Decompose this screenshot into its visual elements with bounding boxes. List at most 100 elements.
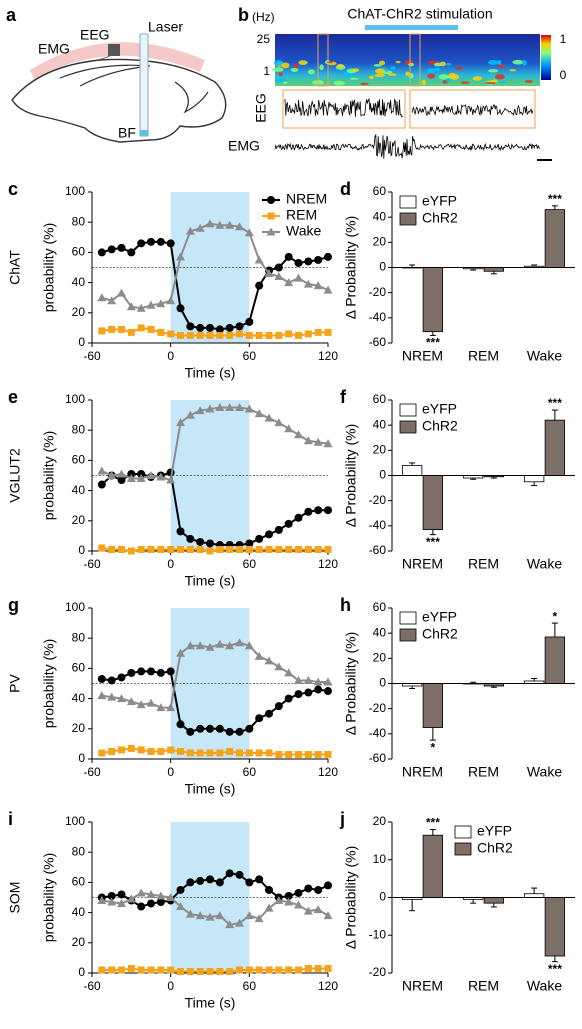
marker	[196, 331, 204, 339]
y-axis-label: probability (%)	[41, 223, 57, 312]
panel-letter: g	[8, 595, 19, 615]
y-tick-label: 20	[72, 721, 86, 735]
marker	[274, 896, 284, 905]
marker	[156, 703, 166, 712]
marker	[97, 248, 106, 257]
marker	[225, 869, 234, 878]
zoom-box	[317, 33, 329, 87]
marker	[245, 749, 253, 757]
emg-label: EMG	[38, 41, 70, 57]
marker	[265, 749, 273, 757]
marker	[176, 252, 185, 261]
marker	[255, 714, 264, 723]
x-tick-label: -60	[83, 557, 101, 571]
x-tick-label: REM	[468, 556, 499, 572]
y-tick-label: 0	[78, 335, 85, 349]
marker	[117, 899, 126, 908]
marker	[98, 327, 106, 335]
marker	[294, 690, 303, 699]
marker	[285, 330, 293, 338]
marker	[206, 875, 214, 884]
marker	[117, 694, 126, 703]
marker	[284, 668, 294, 677]
marker	[265, 966, 273, 974]
marker	[177, 331, 184, 339]
x-axis-label: Time (s)	[185, 365, 236, 381]
marker	[98, 544, 106, 552]
marker	[265, 530, 273, 539]
marker	[324, 687, 332, 696]
marker	[126, 894, 136, 903]
y-tick-label: 60	[373, 392, 387, 406]
marker	[156, 472, 166, 481]
marker	[206, 547, 214, 555]
marker	[107, 296, 117, 305]
marker	[167, 746, 175, 754]
panel-letter: i	[8, 809, 13, 829]
marker	[196, 967, 204, 975]
bar	[544, 897, 566, 957]
marker	[285, 545, 293, 553]
marker	[206, 967, 214, 975]
marker	[146, 698, 156, 707]
marker	[147, 237, 155, 246]
marker	[284, 694, 293, 703]
marker	[264, 903, 274, 912]
marker	[313, 677, 323, 686]
colorbar-label: 1	[560, 32, 567, 46]
marker	[284, 278, 294, 287]
y-tick-label: 40	[72, 691, 86, 705]
marker	[235, 727, 244, 736]
legend-label: eYFP	[422, 193, 457, 209]
spectro-blob	[378, 60, 386, 66]
bar	[544, 209, 566, 268]
panel-letter: d	[340, 179, 351, 199]
marker	[236, 749, 243, 757]
panel-letter: e	[8, 387, 18, 407]
marker	[323, 439, 333, 448]
marker	[205, 404, 215, 413]
significance: ***	[426, 535, 440, 549]
marker	[226, 545, 234, 553]
y-tick-label: 40	[373, 417, 387, 431]
marker	[314, 328, 322, 336]
spectro-blob	[360, 82, 369, 86]
marker	[236, 545, 243, 553]
marker	[205, 912, 215, 921]
marker	[147, 899, 155, 908]
marker	[127, 668, 136, 677]
marker	[324, 506, 332, 515]
marker	[303, 906, 313, 915]
legend-swatch	[399, 628, 417, 642]
y-tick-label: -40	[369, 518, 387, 532]
panel-letter: j	[339, 809, 345, 829]
marker	[118, 545, 125, 553]
bar	[523, 475, 545, 483]
marker	[294, 900, 303, 909]
marker	[324, 252, 332, 261]
spectro-blob	[275, 77, 287, 83]
marker	[225, 323, 234, 332]
marker	[147, 545, 155, 553]
marker	[117, 673, 126, 682]
y-tick-label: 100	[65, 184, 85, 198]
bar	[422, 683, 444, 728]
spectro-blob	[349, 77, 359, 80]
x-tick-label: -60	[83, 765, 101, 779]
x-tick-label: -60	[83, 349, 101, 363]
row-label: PV	[7, 674, 23, 693]
marker	[226, 967, 234, 975]
marker	[235, 222, 244, 231]
marker	[245, 539, 254, 548]
marker	[235, 918, 244, 927]
marker	[226, 331, 234, 339]
significance: ***	[426, 336, 440, 350]
y-tick-label: 60	[373, 184, 387, 198]
eeg-label: EEG	[253, 93, 269, 123]
legend-swatch	[454, 842, 472, 856]
y-tick-label: 100	[65, 814, 85, 828]
marker	[314, 255, 323, 264]
marker	[303, 675, 313, 684]
marker	[117, 469, 126, 478]
y-tick-label: -60	[369, 335, 387, 349]
